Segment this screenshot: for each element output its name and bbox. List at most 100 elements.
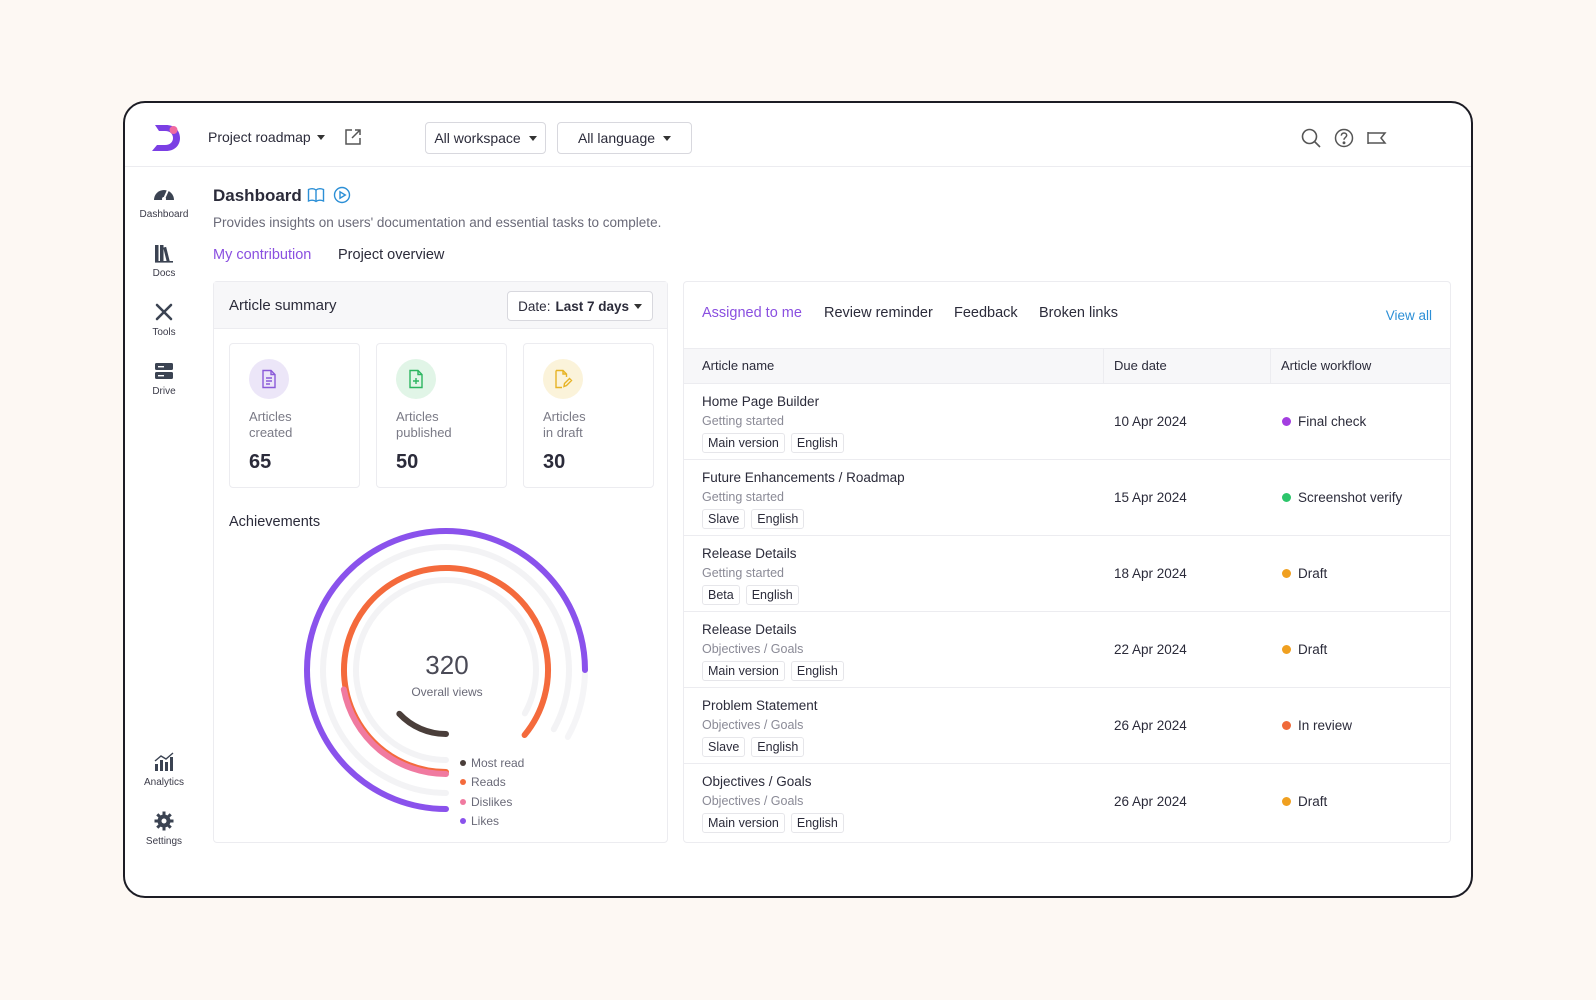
- achievements-title: Achievements: [229, 514, 321, 530]
- article-name[interactable]: Future Enhancements / Roadmap: [702, 470, 905, 485]
- legend-label: Likes: [471, 814, 500, 829]
- stat-articles-created[interactable]: Articles created 65: [229, 343, 360, 488]
- stat-label: Articles created: [249, 409, 293, 440]
- workspace-dropdown[interactable]: All workspace: [425, 122, 546, 154]
- tab-project-overview[interactable]: Project overview: [338, 247, 445, 263]
- version-tag: Main version: [702, 813, 785, 833]
- sidebar-item-settings[interactable]: Settings: [133, 810, 195, 847]
- legend-item-likes: Likes: [460, 812, 524, 832]
- language-dropdown[interactable]: All language: [557, 122, 692, 154]
- tab-my-contribution[interactable]: My contribution: [213, 247, 312, 263]
- sidebar-item-label: Docs: [152, 268, 176, 279]
- due-date: 10 Apr 2024: [1114, 414, 1187, 429]
- article-category: Objectives / Goals: [702, 794, 804, 808]
- workflow-status: Draft: [1282, 566, 1327, 581]
- stat-articles-published[interactable]: Articles published 50: [376, 343, 507, 488]
- sidebar-item-label: Settings: [145, 836, 183, 847]
- table-row[interactable]: Problem Statement Objectives / Goals Sla…: [684, 688, 1450, 764]
- search-icon[interactable]: [1300, 127, 1322, 149]
- table-row[interactable]: Release Details Objectives / Goals Main …: [684, 612, 1450, 688]
- version-tag: Slave: [702, 737, 746, 757]
- top-bar: Project roadmap All workspace All langua…: [125, 103, 1471, 167]
- chevron-down-icon: [316, 134, 325, 140]
- sidebar-item-tools[interactable]: Tools: [133, 301, 195, 338]
- language-tag: English: [790, 813, 844, 833]
- article-category: Objectives / Goals: [702, 718, 804, 732]
- language-tag: English: [790, 661, 844, 681]
- status-dot: [1282, 797, 1291, 806]
- sidebar-item-drive[interactable]: Drive: [133, 360, 195, 397]
- help-icon[interactable]: [1333, 127, 1355, 149]
- view-all-link[interactable]: View all: [1385, 308, 1432, 323]
- tab-assigned-to-me[interactable]: Assigned to me: [702, 305, 802, 321]
- due-date: 18 Apr 2024: [1114, 566, 1187, 581]
- chart-center-value: 320: [425, 650, 468, 680]
- date-range-dropdown[interactable]: Date: Last 7 days: [507, 291, 653, 321]
- page-description: Provides insights on users' documentatio…: [213, 215, 662, 230]
- status-label: Draft: [1298, 642, 1328, 657]
- chart-arc-most-read: [396, 710, 449, 737]
- book-open-icon[interactable]: [307, 186, 325, 204]
- chart-track-0: [353, 577, 539, 763]
- document-edit-icon: [543, 359, 583, 399]
- article-summary-header: Article summary Date: Last 7 days: [214, 282, 667, 329]
- tab-broken-links[interactable]: Broken links: [1039, 305, 1118, 321]
- app-window: Project roadmap All workspace All langua…: [123, 101, 1473, 898]
- legend-item-most-read: Most read: [460, 753, 524, 773]
- announcement-icon[interactable]: [1365, 127, 1391, 149]
- article-name[interactable]: Release Details: [702, 546, 797, 561]
- table-row[interactable]: Objectives / Goals Objectives / Goals Ma…: [684, 764, 1450, 840]
- language-tag: English: [751, 509, 805, 529]
- status-label: Draft: [1298, 566, 1328, 581]
- sidebar-item-label: Analytics: [143, 777, 184, 788]
- achievements-radial-chart: 320 Overall views: [304, 528, 588, 812]
- title-actions: [307, 186, 351, 204]
- table-body: Home Page Builder Getting started Main v…: [684, 384, 1450, 840]
- legend-dot: [460, 818, 466, 825]
- legend-label: Dislikes: [471, 794, 513, 809]
- article-name[interactable]: Release Details: [702, 622, 797, 637]
- table-row[interactable]: Future Enhancements / Roadmap Getting st…: [684, 460, 1450, 536]
- external-link-icon[interactable]: [343, 127, 363, 147]
- project-select[interactable]: Project roadmap: [208, 129, 325, 145]
- chevron-down-icon: [663, 135, 672, 141]
- legend-dot: [460, 798, 466, 805]
- document-add-icon: [396, 359, 436, 399]
- analytics-icon: [154, 752, 174, 771]
- table-row[interactable]: Home Page Builder Getting started Main v…: [684, 384, 1450, 460]
- stat-articles-draft[interactable]: Articles in draft 30: [523, 343, 654, 488]
- status-label: Screenshot verify: [1298, 490, 1403, 505]
- status-label: In review: [1298, 718, 1353, 733]
- chart-center-label: Overall views: [411, 685, 482, 699]
- play-circle-icon[interactable]: [333, 186, 351, 204]
- app-logo[interactable]: [149, 121, 183, 155]
- status-dot: [1282, 645, 1291, 654]
- project-select-label: Project roadmap: [208, 129, 311, 145]
- status-dot: [1282, 569, 1291, 578]
- article-tags: Main version English: [702, 433, 844, 453]
- stat-value: 65: [249, 451, 272, 473]
- workflow-status: Final check: [1282, 414, 1366, 429]
- sidebar-item-docs[interactable]: Docs: [133, 242, 195, 279]
- sidebar-item-analytics[interactable]: Analytics: [133, 751, 195, 788]
- legend-dot: [460, 759, 466, 766]
- stat-label: Articles in draft: [543, 409, 586, 440]
- tab-feedback[interactable]: Feedback: [954, 305, 1018, 321]
- article-name[interactable]: Home Page Builder: [702, 394, 820, 409]
- column-due-date[interactable]: Due date: [1103, 349, 1270, 383]
- article-category: Getting started: [702, 414, 784, 428]
- version-tag: Slave: [702, 509, 746, 529]
- article-name[interactable]: Objectives / Goals: [702, 774, 812, 789]
- sidebar-item-dashboard[interactable]: Dashboard: [133, 183, 195, 220]
- column-article-workflow[interactable]: Article workflow: [1270, 349, 1450, 383]
- chart-track-1: [320, 544, 572, 796]
- tab-review-reminder[interactable]: Review reminder: [824, 305, 933, 321]
- article-name[interactable]: Problem Statement: [702, 698, 818, 713]
- drive-icon: [155, 363, 173, 379]
- table-row[interactable]: Release Details Getting started Beta Eng…: [684, 536, 1450, 612]
- tasks-card: Assigned to me Review reminder Feedback …: [683, 281, 1451, 843]
- due-date: 15 Apr 2024: [1114, 490, 1187, 505]
- chart-arc-dislikes: [340, 686, 449, 777]
- status-dot: [1282, 417, 1291, 426]
- column-article-name[interactable]: Article name: [702, 358, 775, 373]
